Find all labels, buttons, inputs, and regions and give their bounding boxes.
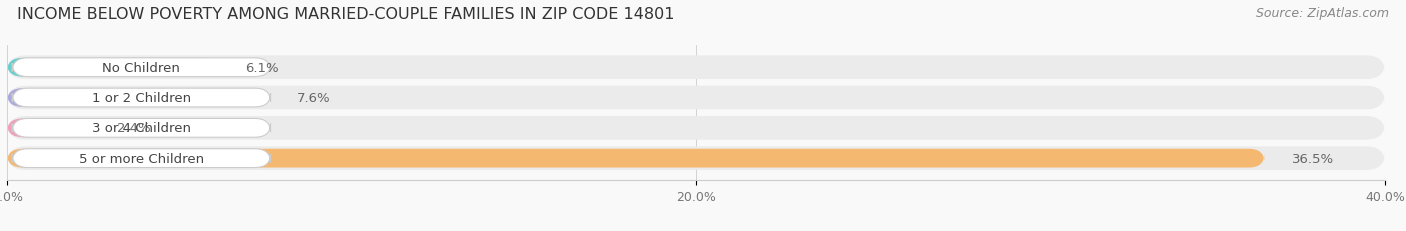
Text: 3 or 4 Children: 3 or 4 Children (91, 122, 191, 135)
Text: No Children: No Children (103, 61, 180, 74)
Text: 6.1%: 6.1% (245, 61, 278, 74)
FancyBboxPatch shape (7, 89, 269, 107)
FancyBboxPatch shape (13, 59, 270, 77)
FancyBboxPatch shape (7, 59, 217, 77)
FancyBboxPatch shape (7, 86, 1385, 110)
FancyBboxPatch shape (7, 149, 1264, 168)
FancyBboxPatch shape (7, 147, 1385, 170)
Text: 5 or more Children: 5 or more Children (79, 152, 204, 165)
Text: 2.4%: 2.4% (117, 122, 150, 135)
Text: 7.6%: 7.6% (297, 92, 330, 105)
FancyBboxPatch shape (13, 119, 270, 138)
FancyBboxPatch shape (7, 119, 90, 138)
Text: 36.5%: 36.5% (1292, 152, 1334, 165)
FancyBboxPatch shape (13, 149, 270, 168)
Text: Source: ZipAtlas.com: Source: ZipAtlas.com (1256, 7, 1389, 20)
FancyBboxPatch shape (7, 56, 1385, 80)
Text: INCOME BELOW POVERTY AMONG MARRIED-COUPLE FAMILIES IN ZIP CODE 14801: INCOME BELOW POVERTY AMONG MARRIED-COUPL… (17, 7, 675, 22)
FancyBboxPatch shape (7, 116, 1385, 140)
FancyBboxPatch shape (13, 89, 270, 107)
Text: 1 or 2 Children: 1 or 2 Children (91, 92, 191, 105)
